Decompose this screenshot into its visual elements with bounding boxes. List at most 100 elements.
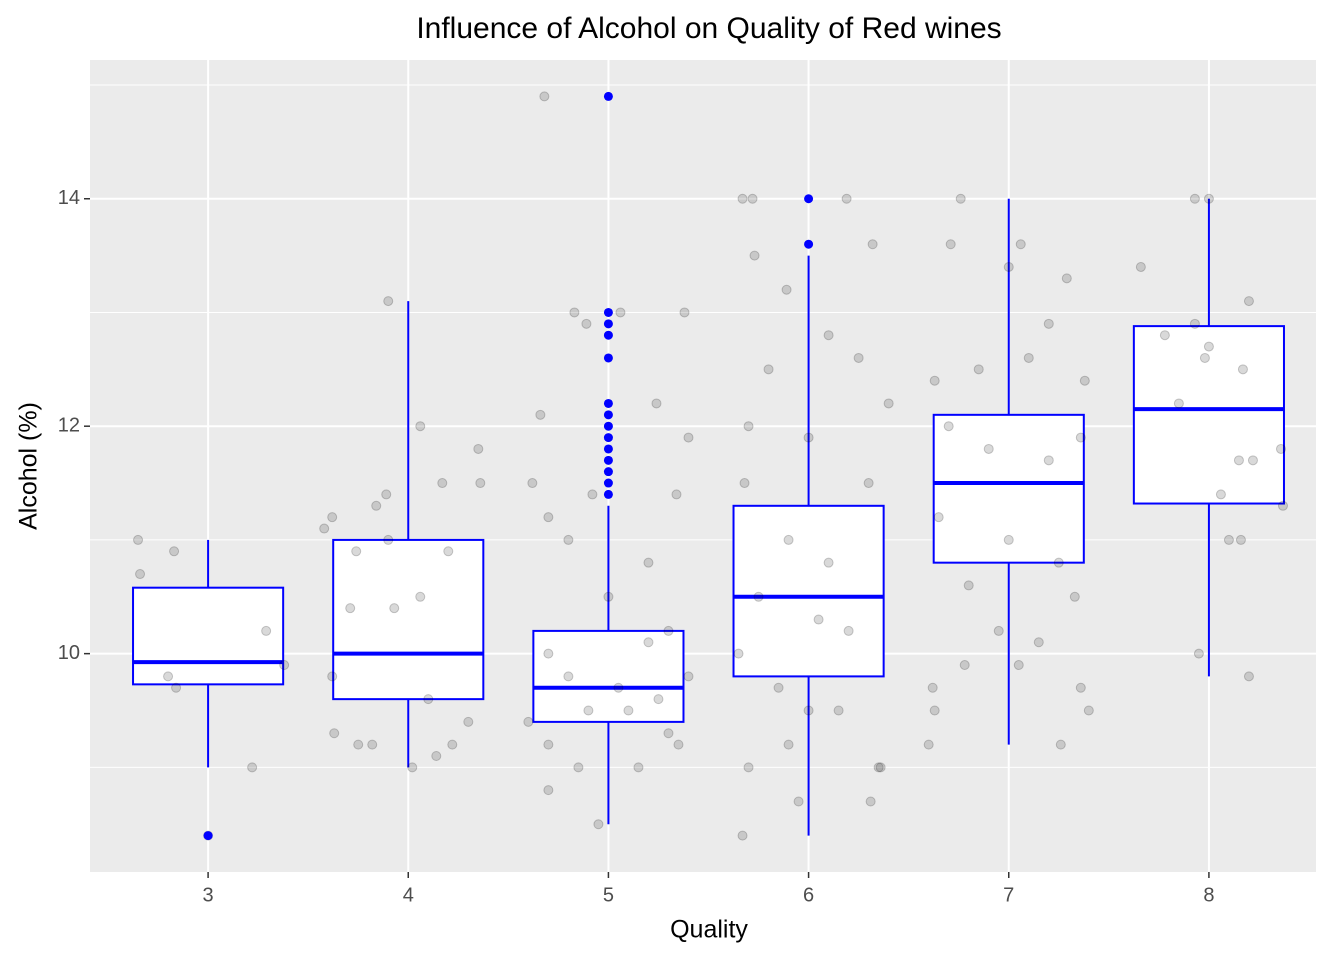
jitter-point (663, 625, 674, 636)
jitter-point (1215, 489, 1226, 500)
box (932, 413, 1085, 564)
jitter-point (673, 739, 684, 750)
outlier (804, 194, 814, 204)
x-tick-label: 7 (1003, 884, 1014, 906)
jitter-point (261, 625, 272, 636)
jitter-point (593, 819, 604, 830)
jitter-point (1053, 557, 1064, 568)
outlier (603, 91, 613, 101)
jitter-point (663, 728, 674, 739)
jitter-point (1061, 273, 1072, 284)
jitter-point (679, 307, 690, 318)
jitter-point (463, 716, 474, 727)
jitter-point (747, 193, 758, 204)
jitter-point (437, 478, 448, 489)
jitter-point (1075, 682, 1086, 693)
jitter-point (447, 739, 458, 750)
jitter-point (841, 193, 852, 204)
jitter-point (1135, 261, 1146, 272)
jitter-point (973, 364, 984, 375)
x-tick-label: 8 (1203, 884, 1214, 906)
jitter-point (863, 478, 874, 489)
outlier (603, 489, 613, 499)
y-axis-title: Alcohol (%) (15, 402, 43, 530)
jitter-point (1079, 375, 1090, 386)
outlier (603, 319, 613, 329)
jitter-point (803, 432, 814, 443)
outlier (804, 239, 814, 249)
jitter-point (583, 705, 594, 716)
jitter-point (1043, 455, 1054, 466)
jitter-point (873, 762, 884, 773)
jitter-point (573, 762, 584, 773)
jitter-point (523, 716, 534, 727)
jitter-point (1083, 705, 1094, 716)
outlier (603, 330, 613, 340)
jitter-point (169, 546, 180, 557)
jitter-point (773, 682, 784, 693)
outlier (203, 831, 213, 841)
jitter-point (833, 705, 844, 716)
outlier (603, 467, 613, 477)
jitter-point (739, 478, 750, 489)
jitter-point (381, 489, 392, 500)
y-tick-label: 10 (58, 642, 80, 664)
jitter-point (865, 796, 876, 807)
jitter-point (1275, 443, 1286, 454)
jitter-point (623, 705, 634, 716)
jitter-point (371, 500, 382, 511)
jitter-point (963, 580, 974, 591)
jitter-point (823, 330, 834, 341)
y-tick-label: 12 (58, 414, 80, 436)
outlier (603, 307, 613, 317)
box (1132, 325, 1285, 505)
jitter-point (793, 796, 804, 807)
jitter-point (843, 625, 854, 636)
jitter-point (1159, 330, 1170, 341)
jitter-point (351, 546, 362, 557)
jitter-point (803, 705, 814, 716)
jitter-point (1069, 591, 1080, 602)
jitter-point (883, 398, 894, 409)
jitter-point (683, 432, 694, 443)
jitter-point (743, 421, 754, 432)
jitter-point (753, 591, 764, 602)
jitter-point (945, 239, 956, 250)
jitter-point (163, 671, 174, 682)
jitter-point (1233, 455, 1244, 466)
jitter-point (763, 364, 774, 375)
jitter-point (473, 443, 484, 454)
jitter-point (563, 671, 574, 682)
x-tick-label: 5 (603, 884, 614, 906)
jitter-point (569, 307, 580, 318)
jitter-point (1237, 364, 1248, 375)
jitter-point (383, 296, 394, 307)
jitter-point (247, 762, 258, 773)
jitter-point (643, 637, 654, 648)
chart-title: Influence of Alcohol on Quality of Red w… (416, 12, 1001, 45)
jitter-point (1189, 318, 1200, 329)
jitter-point (1203, 193, 1214, 204)
jitter-point (1023, 352, 1034, 363)
jitter-point (1243, 296, 1254, 307)
jitter-point (327, 512, 338, 523)
jitter-point (923, 739, 934, 750)
jitter-point (443, 546, 454, 557)
box (332, 538, 485, 701)
jitter-point (543, 512, 554, 523)
jitter-point (1277, 500, 1288, 511)
jitter-point (383, 534, 394, 545)
x-tick-label: 4 (403, 884, 414, 906)
jitter-point (867, 239, 878, 250)
jitter-point (423, 694, 434, 705)
jitter-point (743, 762, 754, 773)
jitter-point (651, 398, 662, 409)
jitter-point (1055, 739, 1066, 750)
jitter-point (587, 489, 598, 500)
jitter-point (943, 421, 954, 432)
jitter-point (633, 762, 644, 773)
jitter-point (1013, 660, 1024, 671)
jitter-point (823, 557, 834, 568)
jitter-point (653, 694, 664, 705)
